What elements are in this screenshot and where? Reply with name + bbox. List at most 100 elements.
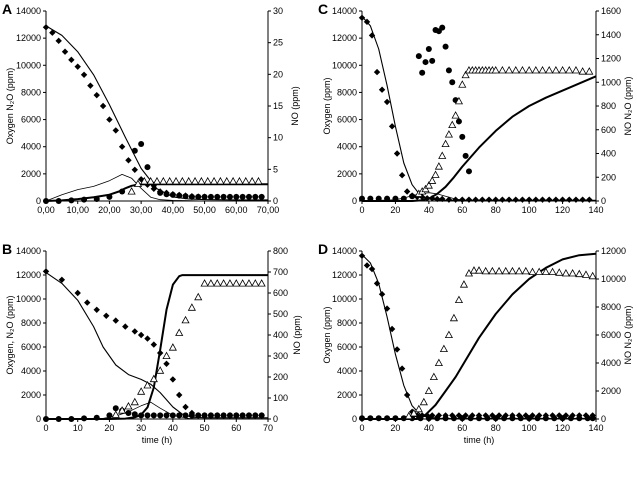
panel-c-y-right-tick-label: 1400 — [601, 30, 621, 40]
panel-d-n2o-point — [467, 415, 474, 422]
panel-a-oxygen-point — [42, 24, 50, 31]
panel-b-no-model-line — [46, 274, 268, 420]
panel-d-oxygen-point — [388, 325, 396, 333]
panel-a-n2o-point — [131, 147, 138, 154]
panel-a-y-left-tick-label: 10000 — [16, 60, 41, 70]
panel-b-n2o-point — [182, 412, 189, 419]
panel-b-oxygen-point — [131, 328, 138, 335]
panel-c-y-left-tick-label: 4000 — [337, 142, 357, 152]
panel-b-n2o-point — [252, 412, 259, 419]
panel-d-oxygen-point — [363, 262, 371, 269]
panel-c-oxygen-point — [434, 195, 441, 203]
panel-a-oxygen-point — [106, 116, 113, 123]
panel-c-oxygen-point — [358, 14, 366, 21]
panel-d-no-point — [469, 266, 479, 274]
panel-c-y-right-axis-label: NO N₂O (ppm) — [623, 77, 633, 136]
panel-c-oxygen-point — [532, 196, 540, 203]
panel-c-no-point — [431, 170, 440, 178]
panel-b-n2o-point — [214, 412, 221, 419]
panel-a-n2o-point — [169, 191, 176, 198]
panel-b-oxygen-point — [93, 306, 100, 313]
panel-b-no-point — [162, 351, 171, 360]
panel-c-no-point — [511, 65, 520, 74]
panel-b-y-left-tick-label: 2000 — [21, 390, 41, 400]
panel-d-no-point — [588, 271, 597, 280]
panel-b-y-left-tick-label: 8000 — [21, 318, 41, 328]
panel-d-no-point — [535, 267, 544, 276]
panel-a-n2o-point — [214, 193, 221, 200]
panel-c-n2o-point — [429, 57, 436, 64]
panel-b-no-point — [137, 387, 146, 395]
panel-a-y-right-axis-label: NO (ppm) — [290, 86, 300, 126]
panel-c-no-point — [451, 111, 460, 119]
panel-b-y-left-tick-label: 0 — [36, 414, 41, 424]
panel-c-y-left-tick-label: 0 — [352, 196, 357, 206]
panel-a-no-point — [152, 176, 162, 185]
panel-d-n2o-point — [425, 415, 432, 422]
panel-a-y-left-tick-label: 2000 — [21, 169, 41, 179]
panel-b-n2o-point — [220, 412, 227, 419]
panel-d-oxygen-point — [398, 365, 406, 372]
panel-c-y-left-tick-label: 12000 — [332, 33, 357, 43]
panel-c-n2o-point — [419, 69, 426, 76]
panel-a-no-point — [140, 176, 149, 185]
panel-d: D 0 20 40 60 80 100 120 14002000400060008000100… — [318, 241, 633, 445]
panel-d-n2o-point — [484, 415, 491, 422]
panel-b-no-point — [168, 343, 177, 351]
panel-d-y-right-tick-label: 12000 — [601, 246, 626, 256]
panel-a-y-right-tick-label: 15 — [273, 101, 283, 111]
panel-c-oxygen-point — [393, 150, 401, 157]
panel-d-oxygen-point — [522, 412, 529, 419]
panel-b-x-tick-label: 30 — [136, 423, 146, 433]
panel-d-no-point — [449, 313, 459, 322]
panel-d-x-tick-label: 0 — [359, 423, 364, 433]
panel-b-oxygen-point — [144, 335, 151, 342]
panel-a-y-right-tick-label: 30 — [273, 6, 283, 16]
panel-d-n2o-point — [551, 415, 558, 422]
panel-b-no-point — [181, 315, 190, 324]
panel-c: C 0 20 40 60 80 100 120 14002000400060008000100… — [318, 1, 633, 215]
panel-c-oxygen-point — [512, 196, 519, 203]
panel-b-no-point — [175, 328, 184, 336]
panel-d-no-point — [541, 267, 550, 276]
panel-c-oxygen-point — [485, 196, 493, 203]
panel-c-n2o-point — [367, 195, 374, 202]
panel-b-y-right-tick-label: 200 — [273, 372, 288, 382]
panel-a-no-point — [235, 176, 244, 185]
panel-d-no-point — [434, 358, 443, 367]
panel-b-y-right-tick-label: 700 — [273, 267, 288, 277]
panel-d-no-point — [555, 268, 564, 276]
panel-a-no-point — [222, 176, 231, 185]
panel-d-y-left-tick-label: 10000 — [332, 294, 357, 304]
panel-b-oxygen-point — [163, 360, 170, 367]
panel-a-no-point — [216, 176, 225, 185]
panel-c-no-point — [498, 65, 507, 74]
panel-c-no-model-line — [362, 75, 597, 202]
panel-d-no-point — [488, 266, 497, 275]
panel-a-n2o-point — [245, 193, 252, 200]
panel-c-oxygen-point — [586, 196, 593, 203]
panel-c-oxygen-point — [472, 196, 479, 203]
panel-c-no-point — [538, 65, 547, 74]
panel-c-y-left-tick-label: 6000 — [337, 115, 357, 125]
panel-d-x-tick-label: 20 — [390, 423, 400, 433]
panel-b-y-right-tick-label: 800 — [273, 246, 288, 256]
panel-c-oxygen-point — [398, 172, 406, 179]
panel-c-no-point — [578, 67, 587, 75]
panel-d-no-point — [515, 266, 524, 275]
panel-d-n2o-point — [492, 415, 499, 422]
panel-b-no-point — [206, 279, 215, 287]
panel-c-y-right-tick-label: 1000 — [601, 77, 621, 87]
panel-d-no-point — [424, 386, 433, 395]
panel-a-n2o-point — [188, 193, 195, 200]
panel-c-oxygen-point — [445, 196, 453, 203]
panel-a-oxygen-point — [80, 71, 88, 78]
panel-a-x-tick-label: 50,00 — [193, 205, 216, 215]
panel-d-n2o-point — [534, 415, 541, 422]
panel-a-oxygen-point — [131, 166, 138, 173]
panel-c-y-right-tick-label: 1200 — [601, 54, 621, 64]
panel-c-oxygen-point — [525, 196, 533, 203]
panel-d-y-left-tick-label: 12000 — [332, 270, 357, 280]
panel-d-n2o-point — [576, 415, 583, 422]
panel-c-oxygen-point — [423, 195, 431, 202]
